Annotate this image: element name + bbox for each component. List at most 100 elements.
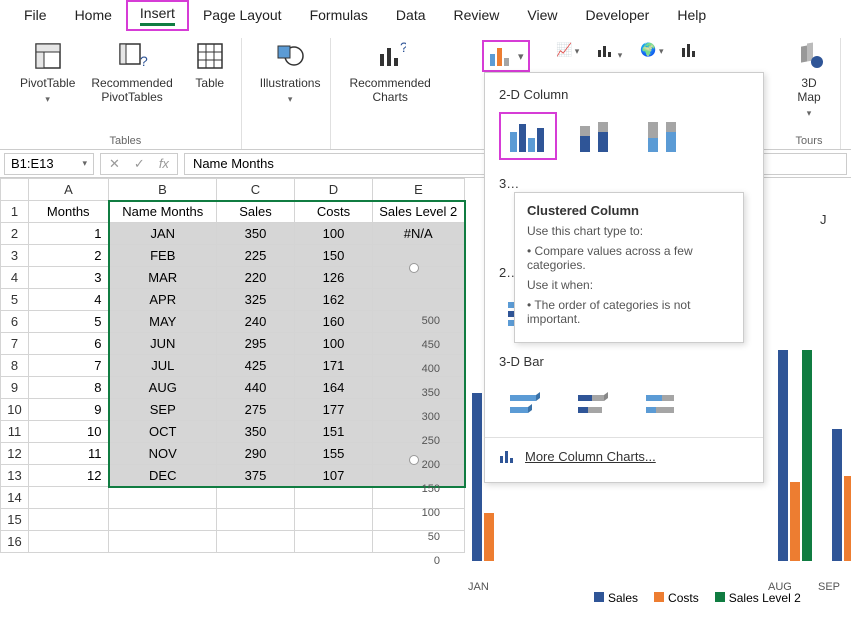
cell[interactable]: 151: [295, 421, 373, 443]
cell[interactable]: 225: [217, 245, 295, 267]
sparkline-button[interactable]: [681, 42, 699, 61]
table-button[interactable]: Table: [185, 38, 235, 92]
cell[interactable]: [109, 531, 217, 553]
menu-view[interactable]: View: [513, 2, 571, 28]
cell[interactable]: [29, 487, 109, 509]
cell[interactable]: 164: [295, 377, 373, 399]
illustrations-button[interactable]: Illustrations▾: [256, 38, 325, 107]
menu-formulas[interactable]: Formulas: [296, 2, 382, 28]
cell[interactable]: [217, 509, 295, 531]
cell[interactable]: [295, 509, 373, 531]
cell[interactable]: 155: [295, 443, 373, 465]
cell[interactable]: [295, 487, 373, 509]
cell[interactable]: MAY: [109, 311, 217, 333]
cell[interactable]: DEC: [109, 465, 217, 487]
menu-page-layout[interactable]: Page Layout: [189, 2, 296, 28]
cell[interactable]: 126: [295, 267, 373, 289]
cell[interactable]: #N/A: [373, 223, 465, 245]
cell[interactable]: [109, 487, 217, 509]
cell[interactable]: [29, 509, 109, 531]
cell[interactable]: 3: [29, 267, 109, 289]
chart-resize-handle[interactable]: [409, 263, 419, 273]
cell[interactable]: 150: [295, 245, 373, 267]
cell[interactable]: 4: [29, 289, 109, 311]
recommended-charts-button[interactable]: ? Recommended Charts: [345, 38, 434, 106]
cell[interactable]: 160: [295, 311, 373, 333]
cell[interactable]: [295, 531, 373, 553]
cell[interactable]: JUN: [109, 333, 217, 355]
row-header-16[interactable]: 16: [1, 531, 29, 553]
3d-clustered-bar-option[interactable]: [499, 379, 557, 427]
menu-developer[interactable]: Developer: [572, 2, 664, 28]
3d-stacked-bar-option[interactable]: [567, 379, 625, 427]
cell[interactable]: 171: [295, 355, 373, 377]
cell[interactable]: Costs: [295, 201, 373, 223]
row-header-2[interactable]: 2: [1, 223, 29, 245]
cell[interactable]: [217, 487, 295, 509]
cell[interactable]: 290: [217, 443, 295, 465]
row-header-6[interactable]: 6: [1, 311, 29, 333]
clustered-column-option[interactable]: [499, 112, 557, 160]
cell[interactable]: 220: [217, 267, 295, 289]
stacked-column-option[interactable]: [567, 112, 625, 160]
cell[interactable]: [217, 531, 295, 553]
recommended-pivot-button[interactable]: ? Recommended PivotTables: [87, 38, 176, 106]
row-header-11[interactable]: 11: [1, 421, 29, 443]
cell[interactable]: SEP: [109, 399, 217, 421]
row-header-7[interactable]: 7: [1, 333, 29, 355]
col-header-C[interactable]: C: [217, 179, 295, 201]
row-header-5[interactable]: 5: [1, 289, 29, 311]
select-all-corner[interactable]: [1, 179, 29, 201]
cell[interactable]: 11: [29, 443, 109, 465]
cell[interactable]: 5: [29, 311, 109, 333]
accept-formula-button[interactable]: ✓: [130, 156, 149, 172]
cell[interactable]: Sales Level 2: [373, 201, 465, 223]
cell[interactable]: NOV: [109, 443, 217, 465]
cell[interactable]: OCT: [109, 421, 217, 443]
3d-map-button[interactable]: 3D Map▾: [784, 38, 834, 121]
cell[interactable]: Name Months: [109, 201, 217, 223]
menu-home[interactable]: Home: [61, 2, 126, 28]
map-chart-button[interactable]: 🌍 ▾: [640, 42, 663, 61]
cell[interactable]: [373, 245, 465, 267]
cell[interactable]: FEB: [109, 245, 217, 267]
cell[interactable]: 177: [295, 399, 373, 421]
cell[interactable]: APR: [109, 289, 217, 311]
cell[interactable]: Months: [29, 201, 109, 223]
cell[interactable]: JAN: [109, 223, 217, 245]
more-column-charts-link[interactable]: More Column Charts...: [485, 437, 763, 474]
row-header-15[interactable]: 15: [1, 509, 29, 531]
col-header-B[interactable]: B: [109, 179, 217, 201]
cell[interactable]: 10: [29, 421, 109, 443]
cell[interactable]: MAR: [109, 267, 217, 289]
row-header-9[interactable]: 9: [1, 377, 29, 399]
cell[interactable]: Sales: [217, 201, 295, 223]
name-box[interactable]: B1:E13 ▾: [4, 153, 94, 175]
cell[interactable]: 275: [217, 399, 295, 421]
pivot-table-button[interactable]: PivotTable▾: [16, 38, 79, 107]
row-header-14[interactable]: 14: [1, 487, 29, 509]
cell[interactable]: 6: [29, 333, 109, 355]
cell[interactable]: 12: [29, 465, 109, 487]
cell[interactable]: 7: [29, 355, 109, 377]
cell[interactable]: 8: [29, 377, 109, 399]
cell[interactable]: 375: [217, 465, 295, 487]
row-header-8[interactable]: 8: [1, 355, 29, 377]
cell[interactable]: 162: [295, 289, 373, 311]
row-header-12[interactable]: 12: [1, 443, 29, 465]
col-header-A[interactable]: A: [29, 179, 109, 201]
combo-chart-button[interactable]: ▾: [597, 42, 622, 61]
cell[interactable]: [109, 509, 217, 531]
cell[interactable]: 425: [217, 355, 295, 377]
cell[interactable]: 350: [217, 223, 295, 245]
3d-stacked100-bar-option[interactable]: [635, 379, 693, 427]
line-chart-button[interactable]: 📈 ▾: [556, 42, 579, 61]
cell[interactable]: AUG: [109, 377, 217, 399]
menu-data[interactable]: Data: [382, 2, 440, 28]
row-header-3[interactable]: 3: [1, 245, 29, 267]
cell[interactable]: 240: [217, 311, 295, 333]
menu-file[interactable]: File: [10, 2, 61, 28]
cell[interactable]: 1: [29, 223, 109, 245]
row-header-13[interactable]: 13: [1, 465, 29, 487]
cell[interactable]: 295: [217, 333, 295, 355]
